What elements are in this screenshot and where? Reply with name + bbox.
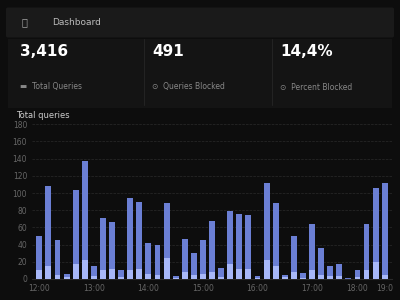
Bar: [300, 273, 306, 279]
Bar: [91, 266, 97, 279]
Bar: [382, 183, 388, 279]
Bar: [164, 203, 170, 279]
Bar: [373, 188, 378, 279]
Bar: [246, 269, 251, 279]
Bar: [336, 264, 342, 279]
Text: ⎕: ⎕: [21, 17, 27, 28]
Bar: [254, 276, 260, 279]
Bar: [118, 270, 124, 279]
Bar: [146, 243, 151, 279]
Bar: [46, 266, 51, 279]
Bar: [54, 275, 60, 279]
Bar: [100, 270, 106, 279]
Bar: [209, 272, 215, 279]
Bar: [273, 266, 278, 279]
Bar: [309, 270, 315, 279]
Bar: [64, 274, 70, 279]
Bar: [327, 276, 333, 279]
Bar: [218, 277, 224, 279]
Bar: [264, 183, 270, 279]
Bar: [154, 275, 160, 279]
Bar: [82, 260, 88, 279]
Bar: [364, 224, 370, 279]
Bar: [173, 276, 178, 279]
Bar: [336, 276, 342, 279]
Bar: [182, 272, 188, 279]
Bar: [218, 268, 224, 279]
Bar: [82, 161, 88, 279]
Bar: [36, 270, 42, 279]
Text: Dashboard: Dashboard: [52, 18, 101, 27]
FancyBboxPatch shape: [6, 8, 394, 38]
Bar: [227, 263, 233, 279]
Bar: [273, 203, 278, 279]
Bar: [354, 270, 360, 279]
Bar: [146, 274, 151, 279]
Bar: [382, 275, 388, 279]
Bar: [164, 257, 170, 279]
Bar: [291, 272, 297, 279]
Bar: [254, 278, 260, 279]
Bar: [136, 202, 142, 279]
Bar: [354, 277, 360, 279]
Bar: [127, 198, 133, 279]
Text: 3,416: 3,416: [20, 44, 68, 59]
Bar: [291, 236, 297, 279]
Bar: [282, 277, 288, 279]
FancyBboxPatch shape: [8, 39, 392, 108]
Bar: [118, 277, 124, 279]
Bar: [236, 214, 242, 279]
Bar: [173, 278, 178, 279]
Bar: [346, 278, 351, 279]
Bar: [109, 269, 115, 279]
Bar: [127, 270, 133, 279]
Bar: [154, 244, 160, 279]
Bar: [200, 274, 206, 279]
Text: ⊙  Percent Blocked: ⊙ Percent Blocked: [280, 82, 352, 91]
Bar: [136, 269, 142, 279]
Bar: [364, 270, 370, 279]
Bar: [227, 211, 233, 279]
Bar: [200, 240, 206, 279]
Bar: [318, 248, 324, 279]
Bar: [54, 240, 60, 279]
Bar: [282, 275, 288, 279]
Text: 14,4%: 14,4%: [280, 44, 333, 59]
Bar: [91, 276, 97, 279]
Text: ▬  Total Queries: ▬ Total Queries: [20, 82, 82, 91]
Bar: [264, 260, 270, 279]
Bar: [318, 275, 324, 279]
Text: ⊙  Queries Blocked: ⊙ Queries Blocked: [152, 82, 225, 91]
Bar: [300, 278, 306, 279]
Bar: [64, 277, 70, 279]
Bar: [191, 253, 197, 279]
Bar: [46, 186, 51, 279]
Bar: [36, 236, 42, 279]
Bar: [73, 190, 78, 279]
Text: 491: 491: [152, 44, 184, 59]
Bar: [109, 222, 115, 279]
Bar: [100, 218, 106, 279]
Bar: [209, 221, 215, 279]
Bar: [191, 275, 197, 279]
Text: Total queries: Total queries: [16, 111, 70, 120]
Bar: [182, 239, 188, 279]
Bar: [373, 262, 378, 279]
Bar: [327, 266, 333, 279]
Bar: [236, 269, 242, 279]
Bar: [309, 224, 315, 279]
Bar: [73, 263, 78, 279]
Bar: [246, 215, 251, 279]
